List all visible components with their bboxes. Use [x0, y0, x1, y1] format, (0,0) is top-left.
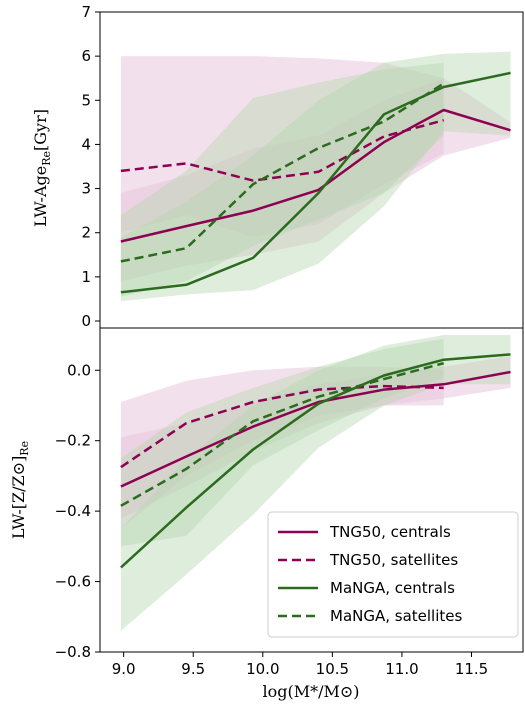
top-band-manga-satellites — [120, 62, 444, 297]
top-panel-y-axis-label: LW-AgeRe[Gyr] — [31, 109, 53, 227]
top-line-tng50-satellites — [120, 118, 445, 182]
top-line-tng50-centrals — [120, 108, 511, 243]
bot-line-manga-satellites — [120, 361, 445, 507]
bot-line-tng50-centrals — [120, 370, 511, 488]
top-line-manga-satellites — [120, 82, 445, 263]
x-tick-label: 10.0 — [246, 660, 279, 678]
bot-y-tick-label: −0.6 — [55, 573, 91, 591]
legend-label-manga-satellites: MaNGA, satellites — [330, 607, 463, 625]
legend-label-manga-centrals: MaNGA, centrals — [330, 579, 455, 597]
x-tick-label: 11.0 — [385, 660, 418, 678]
bottom-panel-y-ticks: −0.8 −0.6 −0.4 −0.2 0.0 — [55, 361, 100, 661]
top-y-tick-label: 0 — [81, 312, 91, 330]
legend-box — [267, 511, 519, 638]
x-tick-label: 9.5 — [181, 660, 205, 678]
x-tick-label: 11.5 — [455, 660, 488, 678]
bot-y-tick-label: 0.0 — [67, 361, 91, 379]
x-tick-label: 9.0 — [112, 660, 136, 678]
top-y-tick-label: 5 — [81, 91, 91, 109]
bot-band-tng50-satellites — [120, 366, 444, 529]
top-panel-y-ticks: 0 1 2 3 4 5 6 7 — [81, 3, 100, 330]
bot-y-tick-label: −0.4 — [55, 502, 91, 520]
bot-band-manga-centrals — [120, 335, 511, 631]
top-panel: 0 1 2 3 4 5 6 7 LW-AgeRe[Gyr] — [31, 3, 511, 330]
top-panel-lines — [120, 71, 511, 294]
x-axis-label: log(M*/M⊙) — [262, 682, 359, 701]
top-band-tng50-satellites — [120, 56, 444, 238]
bottom-panel: −0.8 −0.6 −0.4 −0.2 0.0 9.0 9.5 10.0 10.5 11.0 11… — [9, 335, 511, 701]
bottom-panel-lines — [120, 353, 511, 569]
top-y-tick-label: 6 — [81, 47, 91, 65]
top-line-manga-centrals — [120, 71, 511, 294]
top-y-tick-label: 2 — [81, 224, 91, 242]
bot-y-tick-label: −0.2 — [55, 432, 91, 450]
axes-frame — [99, 11, 524, 653]
legend-label-tng50-centrals: TNG50, centrals — [329, 523, 451, 541]
top-band-manga-centrals — [120, 51, 511, 302]
top-y-tick-label: 4 — [81, 135, 91, 153]
x-axis-ticks: 9.0 9.5 10.0 10.5 11.0 11.5 — [112, 652, 488, 678]
legend-label-tng50-satellites: TNG50, satellites — [329, 551, 458, 569]
x-tick-label: 10.5 — [316, 660, 349, 678]
legend: TNG50, centrals TNG50, satellites MaNGA, c… — [267, 511, 519, 638]
top-y-tick-label: 3 — [81, 180, 91, 198]
bot-line-tng50-satellites — [120, 384, 444, 469]
top-y-tick-label: 7 — [81, 3, 91, 21]
bot-y-tick-label: −0.8 — [55, 643, 91, 661]
bottom-panel-y-axis-label: LW-[Z/Z⊙]Re — [9, 441, 31, 539]
top-y-tick-label: 1 — [81, 268, 91, 286]
top-panel-bands — [120, 51, 511, 302]
bot-line-manga-centrals — [120, 353, 511, 569]
